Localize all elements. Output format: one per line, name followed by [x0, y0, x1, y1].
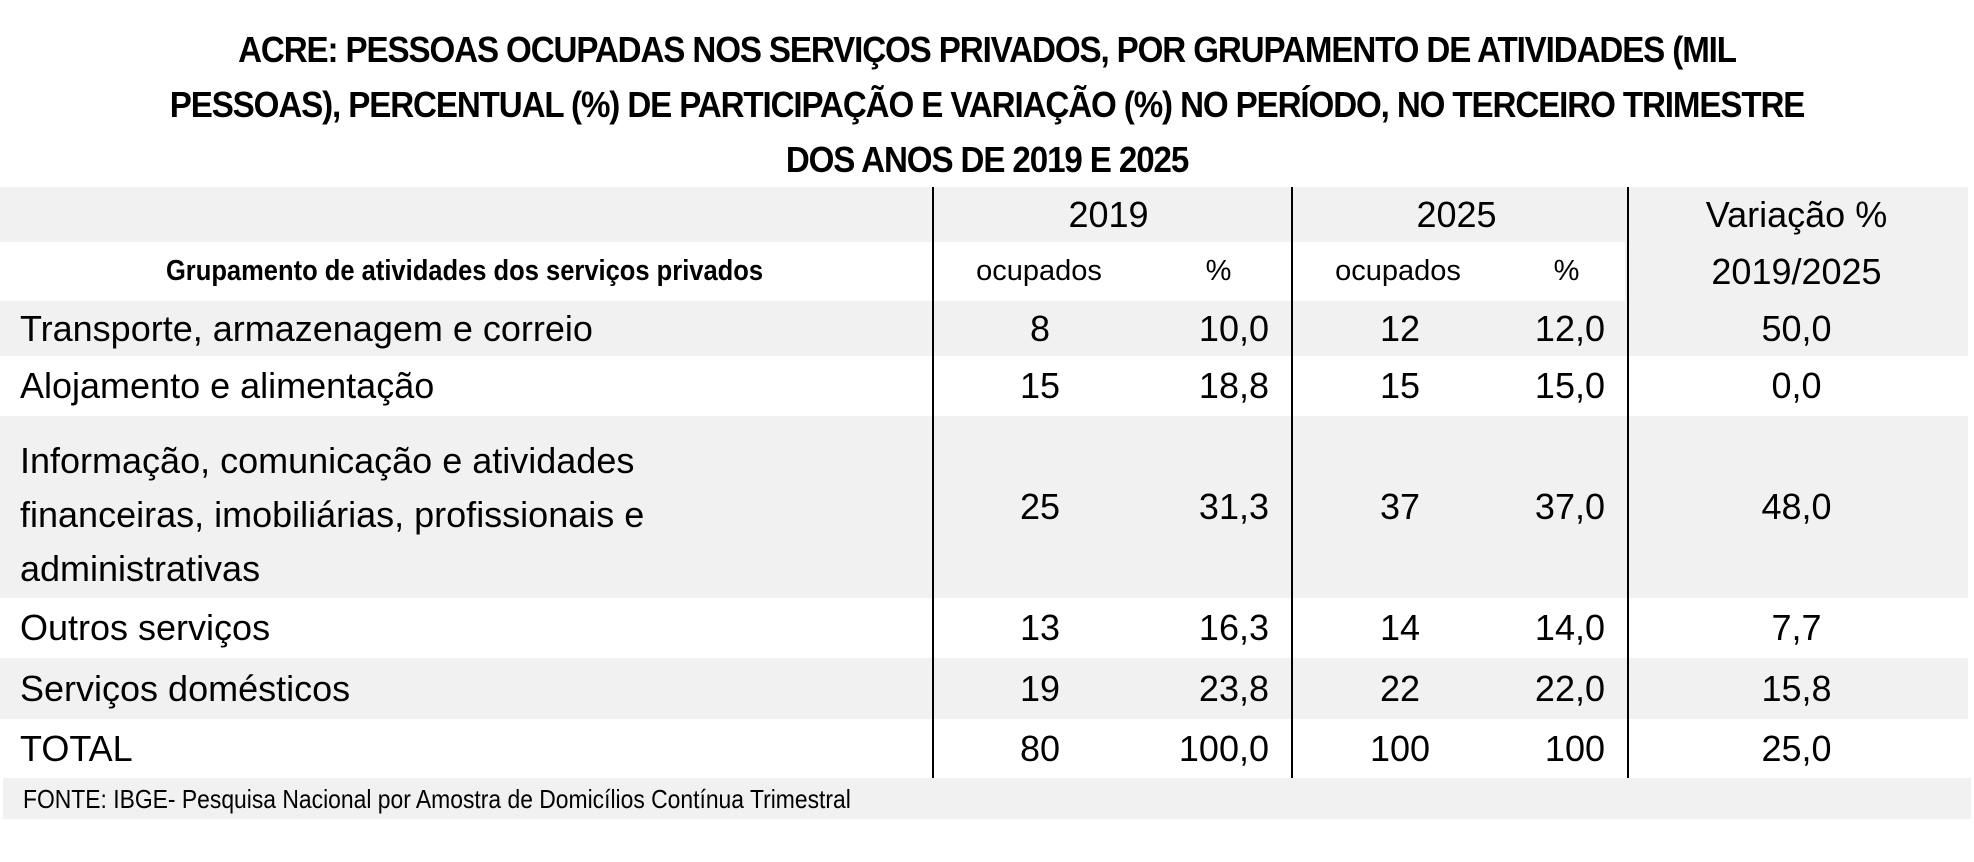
title-line-2: PESSOAS), PERCENTUAL (%) DE PARTICIPAÇÃO… [169, 84, 1806, 125]
cell-pct-2019: 18,8 [1198, 365, 1269, 406]
table-row: Transporte, armazenagem e correio 8 10,0… [0, 301, 1968, 356]
row-label-line: Informação, comunicação e atividades [20, 440, 635, 481]
header-variation-line2: 2019/2025 [1711, 250, 1882, 292]
cell-ocupados-2019: 19 [1019, 667, 1061, 709]
cell-ocupados-2025: 12 [1379, 307, 1421, 349]
cell-ocupados-2019: 13 [1019, 607, 1061, 648]
header-ocupados-2025: ocupados [1335, 255, 1461, 287]
cell-pct-2025: 100 [1544, 727, 1605, 769]
cell-pct-2025: 22,0 [1534, 667, 1605, 709]
header-variation-line1: Variação % [1705, 193, 1888, 235]
table-title: ACRE: PESSOAS OCUPADAS NOS SERVIÇOS PRIV… [79, 22, 1895, 187]
cell-variation: 15,8 [1761, 667, 1832, 709]
row-label: Serviços domésticos [20, 667, 351, 709]
table-row: Serviços domésticos 19 23,8 22 22,0 15,8 [0, 658, 1968, 719]
header-pct-2019: % [1205, 255, 1232, 287]
cell-variation: 0,0 [1771, 365, 1822, 406]
header-pct-2025: % [1553, 255, 1580, 287]
title-line-1: ACRE: PESSOAS OCUPADAS NOS SERVIÇOS PRIV… [238, 29, 1737, 70]
table-row-total: TOTAL 80 100,0 100 100 25,0 [0, 719, 1968, 778]
cell-pct-2019: 23,8 [1198, 667, 1269, 709]
cell-ocupados-2025: 37 [1379, 486, 1421, 527]
source-text: FONTE: IBGE- Pesquisa Nacional por Amost… [23, 784, 851, 814]
cell-ocupados-2019: 15 [1019, 365, 1061, 406]
cell-ocupados-2025: 22 [1379, 667, 1421, 709]
source-note: FONTE: IBGE- Pesquisa Nacional por Amost… [3, 778, 1971, 819]
cell-ocupados-2025: 100 [1369, 727, 1431, 769]
cell-variation: 25,0 [1761, 727, 1832, 769]
column-divider [932, 187, 934, 779]
row-label: Outros serviços [20, 607, 271, 648]
cell-variation: 7,7 [1771, 607, 1822, 648]
cell-variation: 50,0 [1761, 307, 1832, 349]
cell-ocupados-2019: 80 [1019, 727, 1061, 769]
header-year-2019: 2019 [1068, 193, 1149, 235]
header-activity-label: Grupamento de atividades dos serviços pr… [165, 255, 764, 287]
table-row: Alojamento e alimentação 15 18,8 15 15,0… [0, 356, 1968, 416]
cell-ocupados-2025: 15 [1379, 365, 1421, 406]
table-row: Informação, comunicação e atividades fin… [0, 416, 1968, 598]
cell-pct-2019: 16,3 [1198, 607, 1269, 648]
row-label-line: financeiras, imobiliárias, profissionais… [20, 494, 645, 535]
cell-ocupados-2025: 14 [1379, 607, 1421, 648]
cell-variation: 48,0 [1761, 486, 1832, 527]
column-divider [1627, 187, 1629, 779]
table-row: Outros serviços 13 16,3 14 14,0 7,7 [0, 598, 1968, 658]
row-label: Transporte, armazenagem e correio [20, 307, 593, 349]
row-label: Informação, comunicação e atividades fin… [20, 416, 920, 616]
title-line-3: DOS ANOS DE 2019 E 2025 [785, 139, 1189, 180]
row-label: TOTAL [20, 727, 133, 769]
column-divider [1291, 187, 1293, 779]
cell-pct-2019: 10,0 [1198, 307, 1269, 349]
header-year-2025: 2025 [1416, 193, 1497, 235]
cell-pct-2025: 12,0 [1534, 307, 1605, 349]
cell-ocupados-2019: 8 [1029, 307, 1051, 349]
row-label-line: administrativas [20, 548, 261, 589]
cell-ocupados-2019: 25 [1019, 486, 1061, 527]
header-variation-cell: 2019/2025 [1625, 242, 1968, 301]
cell-pct-2019: 100,0 [1178, 727, 1269, 769]
header-ocupados-2019: ocupados [976, 255, 1102, 287]
row-label: Alojamento e alimentação [20, 365, 435, 406]
header-row-years: 2019 2025 Variação % [0, 187, 1968, 242]
cell-pct-2025: 15,0 [1534, 365, 1605, 406]
cell-pct-2025: 37,0 [1534, 486, 1605, 527]
cell-pct-2025: 14,0 [1534, 607, 1605, 648]
cell-pct-2019: 31,3 [1198, 486, 1269, 527]
